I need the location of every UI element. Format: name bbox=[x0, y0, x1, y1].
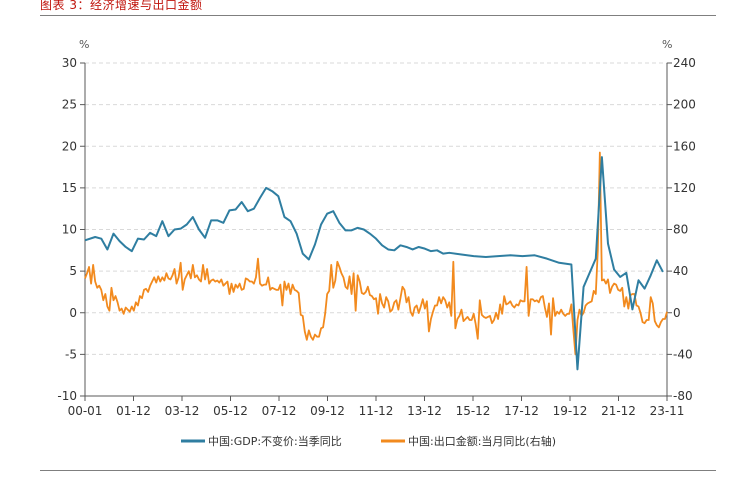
x-tick-label: 21-12 bbox=[601, 404, 636, 418]
bottom-rule bbox=[40, 470, 716, 471]
legend-label-gdp: 中国:GDP:不变价:当季同比 bbox=[208, 434, 342, 448]
left-tick-label: 30 bbox=[62, 56, 77, 70]
x-tick-label: 23-11 bbox=[650, 404, 685, 418]
left-tick-label: 15 bbox=[62, 181, 77, 195]
x-tick-label: 01-12 bbox=[116, 404, 151, 418]
left-axis-ticks: -10 -5 0 5 10 15 20 25 30 bbox=[57, 56, 85, 403]
right-axis-ticks: -80 -40 0 40 80 120 160 200 240 bbox=[667, 56, 696, 403]
legend: 中国:GDP:不变价:当季同比 中国:出口金额:当月同比(右轴) bbox=[181, 434, 556, 448]
left-tick-label: 20 bbox=[62, 139, 77, 153]
x-tick-label: 07-12 bbox=[262, 404, 297, 418]
right-tick-label: 200 bbox=[673, 98, 696, 112]
left-tick-label: 10 bbox=[62, 223, 77, 237]
gridlines bbox=[85, 62, 667, 355]
left-tick-label: -10 bbox=[57, 389, 77, 403]
x-tick-label: 05-12 bbox=[213, 404, 248, 418]
legend-label-exports: 中国:出口金额:当月同比(右轴) bbox=[408, 434, 556, 448]
x-tick-label: 00-01 bbox=[68, 404, 103, 418]
figure-caption: 图表 3：经济增速与出口金额 bbox=[40, 0, 203, 12]
right-tick-label: 80 bbox=[673, 223, 688, 237]
x-tick-label: 17-12 bbox=[504, 404, 539, 418]
right-tick-label: -40 bbox=[673, 347, 693, 361]
x-tick-label: 11-12 bbox=[359, 404, 394, 418]
x-tick-label: 13-12 bbox=[407, 404, 442, 418]
right-tick-label: -80 bbox=[673, 389, 693, 403]
left-tick-label: 25 bbox=[62, 98, 77, 112]
x-tick-label: 15-12 bbox=[456, 404, 491, 418]
x-tick-label: 09-12 bbox=[310, 404, 345, 418]
left-tick-label: 5 bbox=[69, 264, 77, 278]
left-tick-label: 0 bbox=[69, 306, 77, 320]
series-line-gdp bbox=[84, 156, 664, 371]
left-tick-label: -5 bbox=[65, 347, 77, 361]
right-tick-label: 0 bbox=[673, 306, 681, 320]
series-line-exports bbox=[84, 151, 668, 356]
x-tick-label: 19-12 bbox=[553, 404, 588, 418]
right-tick-label: 240 bbox=[673, 56, 696, 70]
series-layer bbox=[84, 151, 668, 371]
right-tick-label: 160 bbox=[673, 139, 696, 153]
x-axis-ticks: 00-01 01-12 03-12 05-12 07-12 09-12 11-12 13-12… bbox=[68, 396, 685, 418]
x-tick-label: 03-12 bbox=[165, 404, 200, 418]
left-axis-unit: % bbox=[79, 38, 89, 51]
right-tick-label: 40 bbox=[673, 264, 688, 278]
top-rule bbox=[40, 15, 716, 16]
right-axis-unit: % bbox=[662, 38, 672, 51]
right-tick-label: 120 bbox=[673, 181, 696, 195]
